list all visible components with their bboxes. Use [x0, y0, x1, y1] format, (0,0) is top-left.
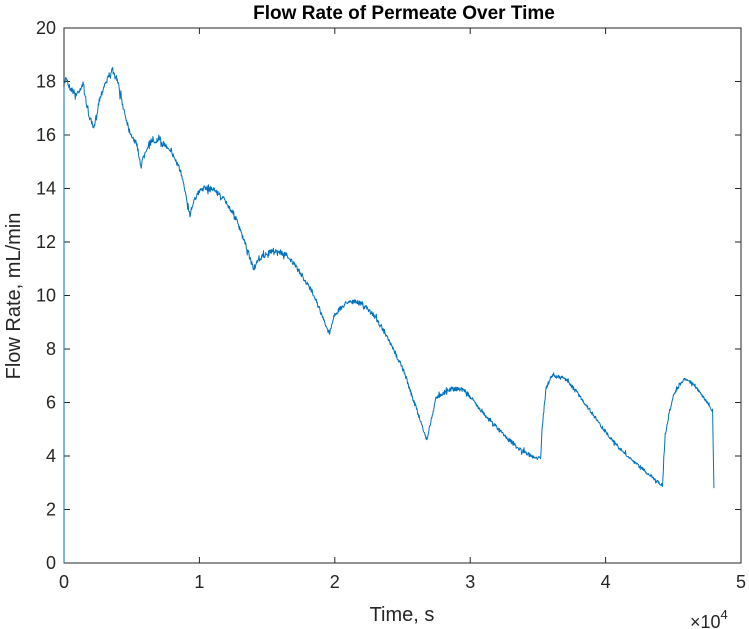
axes-box: [63, 27, 742, 564]
x-axis-label: Time, s: [370, 604, 435, 626]
y-tick-label: 4: [46, 446, 56, 466]
chart-title: Flow Rate of Permeate Over Time: [253, 3, 555, 24]
x-exponent-label: ×104: [690, 607, 728, 629]
y-tick-label: 16: [36, 125, 56, 145]
x-tick-label: 5: [736, 572, 746, 592]
x-tick-label: 2: [330, 572, 340, 592]
x-tick-label: 3: [465, 572, 475, 592]
series-line-flow-rate: [63, 67, 715, 489]
y-tick-label: 2: [46, 500, 56, 520]
x-tick-label: 4: [601, 572, 611, 592]
y-tick-label: 8: [46, 339, 56, 359]
y-axis-label: Flow Rate, mL/min: [3, 213, 25, 380]
x-tick-label: 1: [194, 572, 204, 592]
y-tick-label: 14: [36, 179, 56, 199]
y-tick-label: 10: [36, 286, 56, 306]
y-tick-label: 18: [36, 72, 56, 92]
y-tick-label: 6: [46, 393, 56, 413]
y-tick-label: 20: [36, 18, 56, 38]
y-tick-label: 0: [46, 553, 56, 573]
y-tick-label: 12: [36, 232, 56, 252]
x-tick-label: 0: [59, 572, 69, 592]
